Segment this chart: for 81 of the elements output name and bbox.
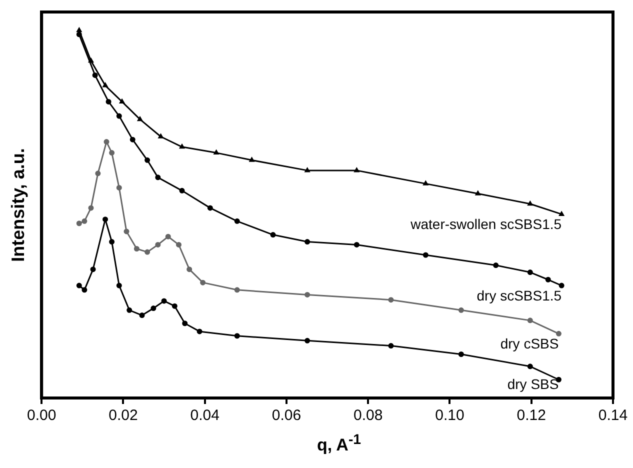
point <box>180 144 184 149</box>
point <box>134 246 140 252</box>
point <box>90 266 96 272</box>
point <box>76 282 82 288</box>
point <box>559 211 564 216</box>
point <box>165 234 171 240</box>
point <box>207 205 213 211</box>
point <box>493 262 499 268</box>
point <box>82 287 88 293</box>
point <box>102 82 108 88</box>
point <box>150 306 156 312</box>
point <box>558 282 564 288</box>
point <box>545 276 551 282</box>
point <box>475 190 480 196</box>
point <box>458 307 464 313</box>
point <box>76 220 82 226</box>
point <box>176 242 182 248</box>
point <box>186 266 192 272</box>
point <box>270 232 276 238</box>
point <box>304 168 310 172</box>
point <box>155 174 161 180</box>
x-tick-label: 0.14 <box>598 407 628 424</box>
y-axis-title: Intensity, a.u. <box>8 148 28 262</box>
point <box>116 184 122 190</box>
x-axis-title: q, A$^{-1}$ <box>316 432 362 456</box>
point <box>116 282 122 288</box>
point <box>422 252 428 258</box>
x-tick-label: 0.12 <box>516 407 546 424</box>
x-tick-label: 0.02 <box>108 407 138 424</box>
point <box>106 98 112 104</box>
x-tick-label: 0.00 <box>27 407 56 424</box>
point <box>104 139 110 145</box>
point <box>139 312 145 318</box>
series-label: dry cSBS <box>500 336 559 352</box>
point <box>200 280 206 286</box>
point <box>116 113 122 119</box>
point <box>144 249 150 255</box>
x-tick-label: 0.04 <box>190 407 220 424</box>
point <box>161 298 167 304</box>
point <box>556 330 562 336</box>
point <box>126 307 132 313</box>
point <box>158 134 164 138</box>
point <box>88 205 94 211</box>
point <box>82 218 88 224</box>
point <box>249 157 254 162</box>
point <box>124 228 130 234</box>
x-tick-label: 0.08 <box>354 407 383 424</box>
point <box>179 188 185 194</box>
point <box>109 150 115 156</box>
point <box>102 216 108 222</box>
point <box>354 168 360 172</box>
point <box>354 242 360 248</box>
series-label: water-swollen scSBS1.5 <box>410 216 562 232</box>
point <box>92 72 98 78</box>
point <box>458 352 464 358</box>
point <box>388 343 394 349</box>
point <box>304 239 310 245</box>
point <box>304 338 310 344</box>
point <box>109 239 115 245</box>
point <box>234 333 240 339</box>
point <box>234 287 240 293</box>
point <box>388 297 394 303</box>
point <box>196 328 202 334</box>
x-tick-label: 0.06 <box>272 407 302 424</box>
point <box>527 318 533 324</box>
point <box>527 270 533 276</box>
point <box>95 170 101 176</box>
point <box>155 242 161 248</box>
point <box>182 320 188 326</box>
x-tick-label: 0.10 <box>435 407 464 424</box>
point <box>304 292 310 298</box>
series-label: dry scSBS1.5 <box>476 287 562 304</box>
series-label: dry SBS <box>507 376 559 392</box>
point <box>423 180 428 186</box>
point <box>144 157 150 163</box>
point <box>130 136 136 142</box>
point <box>120 98 124 104</box>
point <box>88 58 94 63</box>
point <box>234 218 240 224</box>
point <box>172 303 178 309</box>
point <box>527 364 533 370</box>
